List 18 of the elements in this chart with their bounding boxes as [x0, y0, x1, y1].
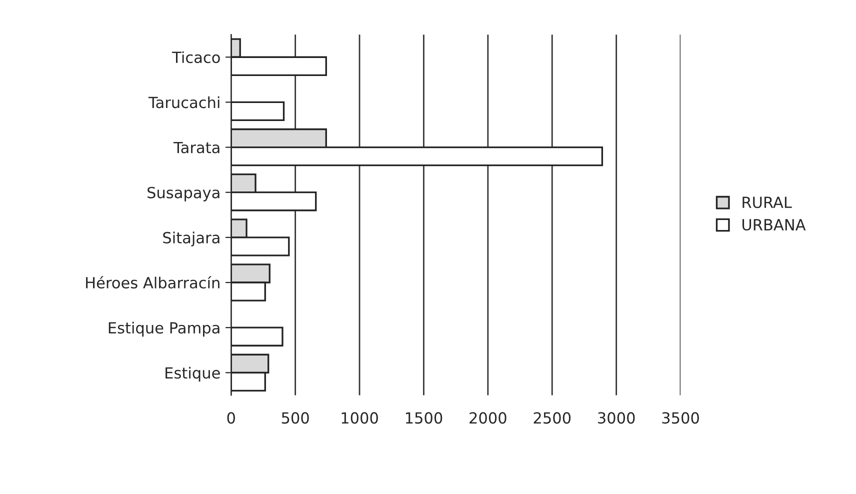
y-tick-label: Héroes Albarracín — [86, 276, 220, 289]
x-tick-label: 500 — [282, 412, 309, 424]
y-tick-label: Ticaco — [172, 51, 220, 64]
y-tick-label: Estique Pampa — [108, 322, 220, 337]
x-tick-label: 2500 — [534, 412, 571, 424]
y-tick-label: Sitajara — [163, 232, 220, 246]
x-tick-label: 2000 — [470, 412, 506, 424]
x-tick-label: 3000 — [598, 412, 635, 424]
x-tick-label: 1000 — [342, 412, 378, 424]
y-tick-label: Estique — [166, 366, 220, 382]
y-tick-label: Tarucachi — [148, 96, 220, 108]
x-tick-label: 1500 — [406, 412, 442, 424]
y-tick-label: Tarata — [173, 142, 220, 154]
y-tick-label: Susapaya — [148, 186, 220, 202]
x-tick-label: 3500 — [662, 412, 699, 424]
legend-label: RURAL — [742, 196, 792, 208]
x-tick-label: 0 — [227, 412, 235, 424]
legend-label: URBANA — [742, 219, 806, 231]
